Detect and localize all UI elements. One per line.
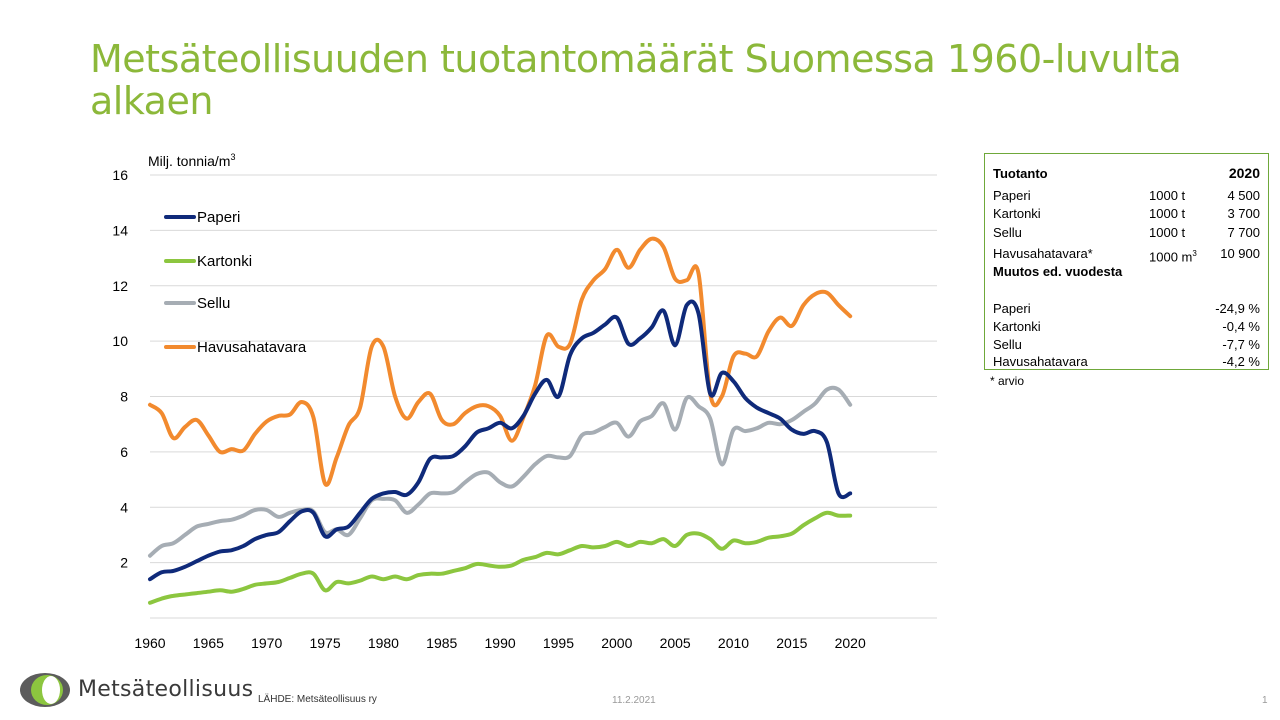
legend-label: Kartonki [197, 253, 252, 270]
y-tick-label: 2 [120, 555, 128, 571]
x-tick-label: 1965 [193, 635, 224, 651]
series-lines [148, 236, 853, 605]
info-label: Paperi [993, 301, 1031, 316]
x-tick-label: 1995 [543, 635, 574, 651]
y-axis-title-sup: 3 [230, 152, 235, 162]
footnote: * arvio [990, 374, 1025, 388]
info-unit: 1000 t [1149, 206, 1186, 221]
info-change-title: Muutos ed. vuodesta [993, 263, 1260, 280]
slide-title: Metsäteollisuuden tuotantomäärät Suomess… [90, 37, 1182, 123]
info-unit: 1000 t [1149, 225, 1186, 240]
x-tick-label: 1985 [426, 635, 457, 651]
legend-label: Havusahatavara [197, 339, 307, 356]
footer-logo: Metsäteollisuus [18, 670, 258, 710]
series-line-havusahatavara [148, 236, 853, 487]
brand-name: Metsäteollisuus [78, 677, 254, 702]
y-tick-label: 12 [112, 278, 128, 294]
info-row-paperi: Paperi 1000 t 4 500 [993, 187, 1260, 204]
x-tick-label: 2015 [776, 635, 807, 651]
legend-label: Sellu [197, 295, 230, 312]
info-header-year: 2020 [1228, 165, 1260, 181]
date-text: 11.2.2021 [612, 695, 656, 706]
y-tick-label: 10 [112, 333, 128, 349]
production-info-box: Tuotanto 2020 Paperi 1000 t 4 500 Karton… [984, 153, 1269, 370]
info-label: Paperi [993, 188, 1031, 203]
info-label: Sellu [993, 225, 1022, 240]
x-tick-label: 1975 [309, 635, 340, 651]
x-tick-label: 2020 [835, 635, 866, 651]
info-change-row: Paperi -24,9 % [993, 300, 1260, 317]
info-value: -4,2 % [1222, 354, 1260, 369]
info-row-kartonki: Kartonki 1000 t 3 700 [993, 205, 1260, 222]
info-header-row: Tuotanto 2020 [993, 165, 1260, 182]
y-tick-label: 6 [120, 444, 128, 460]
y-axis-title: Milj. tonnia/m3 [148, 152, 235, 169]
production-line-chart: 2 4 6 8 10 12 14 16 1960 1965 1970 1975 1980 1985 1990… [112, 152, 937, 651]
x-tick-label: 1960 [134, 635, 165, 651]
page-number: 1 [1262, 695, 1268, 706]
info-row-havusahatavara: Havusahatavara* 1000 m3 10 900 [993, 245, 1260, 265]
info-value: 7 700 [1227, 225, 1260, 240]
series-line-paperi [148, 299, 853, 582]
info-unit-sup: 3 [1192, 249, 1197, 258]
info-change-row: Sellu -7,7 % [993, 336, 1260, 353]
source-text: LÄHDE: Metsäteollisuus ry [258, 694, 377, 705]
axis: 2 4 6 8 10 12 14 16 1960 1965 1970 1975 1980 1985 1990… [112, 167, 937, 651]
info-change-row: Havusahatavara -4,2 % [993, 353, 1260, 370]
info-label: Sellu [993, 337, 1022, 352]
info-value: 10 900 [1220, 246, 1260, 261]
series-line-kartonki [148, 510, 853, 605]
series-line-sellu [148, 385, 853, 558]
grid-lines [150, 174, 937, 564]
y-tick-label: 4 [120, 499, 128, 515]
info-label: Havusahatavara* [993, 246, 1093, 261]
info-value: -0,4 % [1222, 319, 1260, 334]
info-label: Havusahatavara [993, 354, 1088, 369]
info-change-title-text: Muutos ed. vuodesta [993, 264, 1123, 279]
info-value: 3 700 [1227, 206, 1260, 221]
legend: Paperi Kartonki Sellu Havusahatavara [164, 209, 307, 356]
info-value: -7,7 % [1222, 337, 1260, 352]
y-axis-title-text: Milj. tonnia/m [148, 153, 230, 169]
y-tick-label: 16 [112, 167, 128, 183]
y-tick-label: 14 [112, 222, 128, 238]
y-tick-label: 8 [120, 389, 128, 405]
x-tick-label: 1970 [251, 635, 282, 651]
info-label: Kartonki [993, 206, 1041, 221]
x-tick-label: 2005 [660, 635, 691, 651]
info-row-sellu: Sellu 1000 t 7 700 [993, 224, 1260, 241]
x-tick-label: 1990 [485, 635, 516, 651]
info-change-row: Kartonki -0,4 % [993, 318, 1260, 335]
info-label: Kartonki [993, 319, 1041, 334]
info-value: 4 500 [1227, 188, 1260, 203]
x-tick-label: 1980 [368, 635, 399, 651]
metsateollisuus-logo-icon [20, 673, 70, 707]
info-value: -24,9 % [1215, 301, 1260, 316]
info-unit-m3: 1000 m3 [1149, 245, 1197, 265]
info-header-label: Tuotanto [993, 166, 1048, 181]
x-tick-label: 2010 [718, 635, 749, 651]
legend-label: Paperi [197, 209, 240, 226]
info-unit: 1000 t [1149, 188, 1186, 203]
x-tick-label: 2000 [601, 635, 632, 651]
info-unit-text: 1000 m [1149, 249, 1193, 265]
